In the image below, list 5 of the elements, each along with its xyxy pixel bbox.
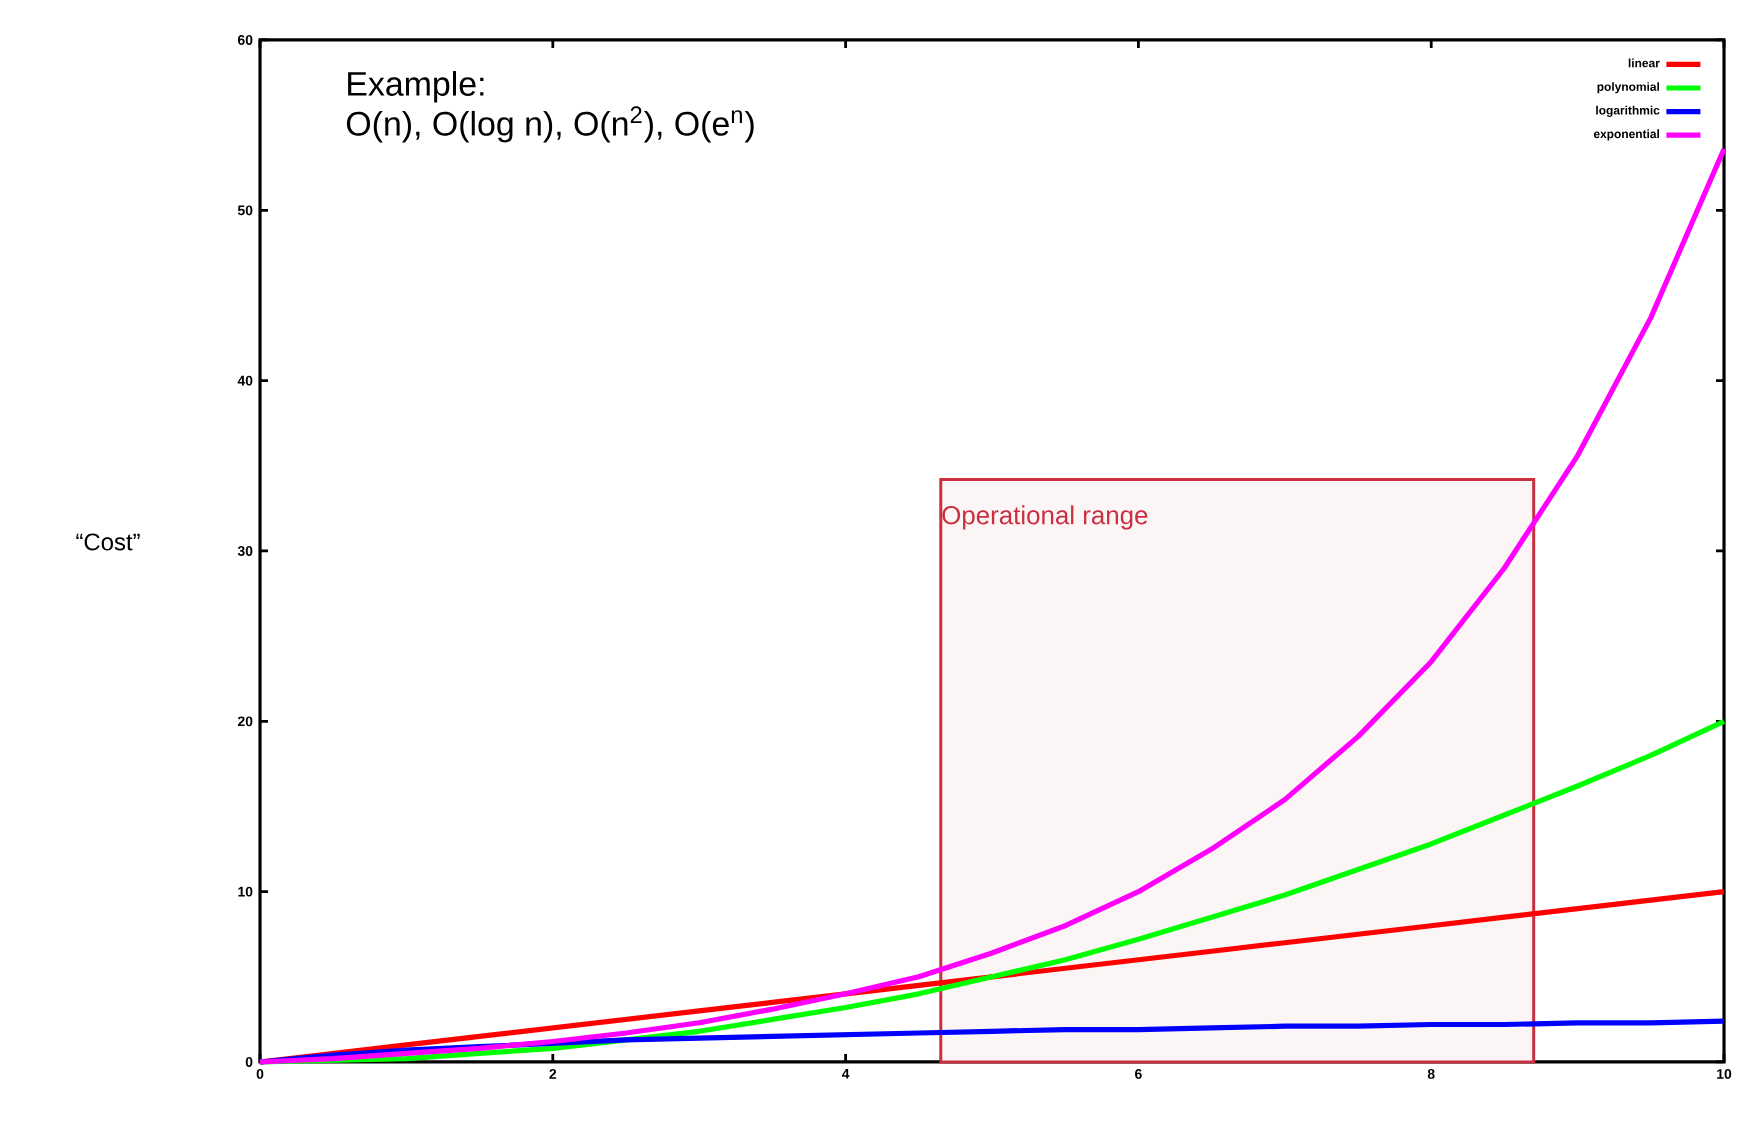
annotation: O(n), O(log n), O(n$^{2}$), O(e$^{n}$) [346,106,754,143]
annotation: Example: [348,71,484,103]
line-series [257,146,1727,1065]
band-label: Operational range [942,505,1148,530]
y-axis-title: “Cost” [76,533,140,551]
